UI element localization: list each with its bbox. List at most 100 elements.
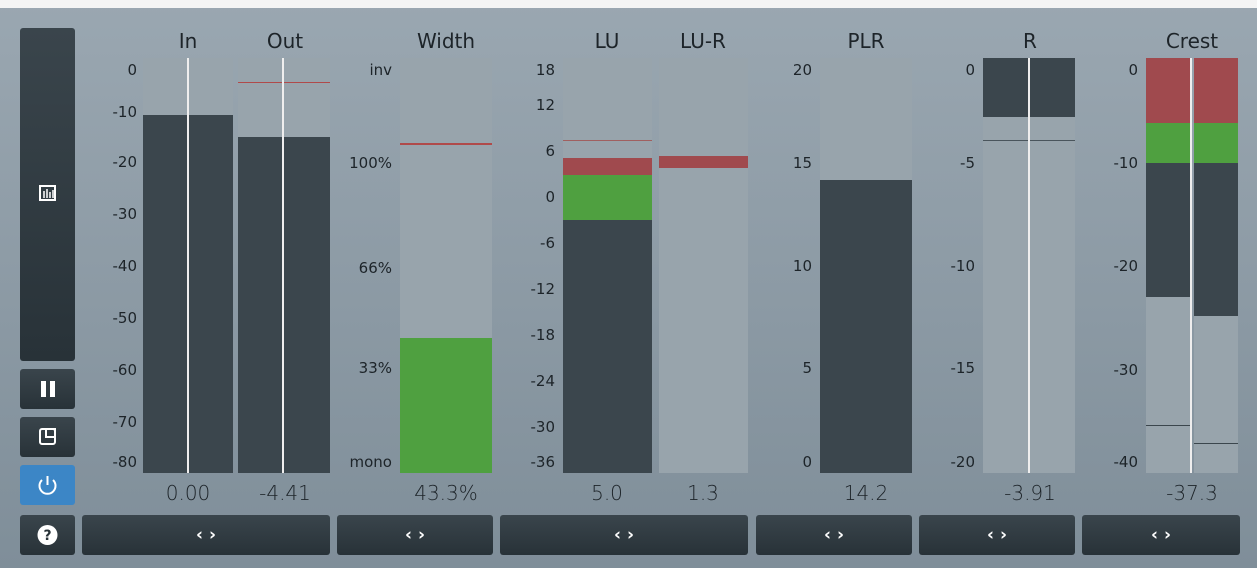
readout: -37.3: [1166, 481, 1218, 505]
icon: [39, 185, 56, 201]
icon: ?: [37, 525, 58, 545]
help-button[interactable]: ?: [20, 515, 75, 555]
scale-label: -60: [112, 361, 138, 379]
scale-label: -10: [1113, 154, 1139, 172]
nav-button[interactable]: ‹ ›: [82, 515, 330, 555]
scale-label: -24: [530, 372, 556, 390]
scale-label: 15: [792, 154, 812, 172]
meter-title: In: [178, 29, 198, 53]
meter-title: PLR: [847, 29, 885, 53]
scale-label: 10: [792, 257, 812, 275]
meter-segment: [1146, 163, 1190, 297]
meter-segment: [563, 220, 652, 473]
scale-label: 20: [792, 61, 812, 79]
meter-segment: [563, 175, 652, 220]
channel-divider: [1028, 58, 1030, 473]
scale-label: -20: [112, 153, 138, 171]
scale-label: -30: [1113, 361, 1139, 379]
scale-label: -80: [112, 453, 138, 471]
svg-text:?: ?: [43, 528, 51, 544]
readout: 5.0: [591, 481, 623, 505]
readout: 1.3: [687, 481, 719, 505]
scale-label: -10: [112, 103, 138, 121]
meter-segment: [1194, 58, 1238, 123]
nav-button[interactable]: ‹ ›: [756, 515, 912, 555]
scale-label: 33%: [358, 359, 392, 377]
scale-label: 5: [802, 359, 812, 377]
readout: -4.41: [259, 481, 311, 505]
scale-label: -20: [950, 453, 976, 471]
meter-segment: [820, 180, 912, 473]
scale-label: 0: [1128, 61, 1138, 79]
view-button[interactable]: [20, 28, 75, 361]
channel-divider: [282, 58, 284, 473]
scale-label: -40: [1113, 453, 1139, 471]
scale-label: -30: [530, 418, 556, 436]
nav-button[interactable]: ‹ ›: [500, 515, 748, 555]
meter-segment: [659, 156, 748, 168]
meter-segment: [400, 338, 492, 473]
peak-line: [400, 143, 492, 145]
meter-segment: [284, 137, 330, 473]
peak-line: [1146, 425, 1190, 426]
scale-label: 66%: [358, 259, 392, 277]
channel-divider: [187, 58, 189, 473]
scale-label: -40: [112, 257, 138, 275]
meter-segment: [1146, 123, 1190, 163]
readout: 0.00: [165, 481, 211, 505]
scale-label: -50: [112, 309, 138, 327]
peak-line: [238, 82, 330, 83]
top-strip: [0, 0, 1257, 8]
peak-line: [563, 140, 652, 141]
meter-background: [983, 58, 1028, 473]
nav-button[interactable]: ‹ ›: [337, 515, 493, 555]
scale-label: 0: [545, 188, 555, 206]
scale-label: -6: [540, 234, 555, 252]
icon: [41, 381, 55, 397]
icon: [39, 428, 56, 445]
meter-title: LU: [594, 29, 620, 53]
scale-label: -18: [530, 326, 556, 344]
scale-label: 6: [545, 142, 555, 160]
scale-label: -5: [960, 154, 975, 172]
scale-label: -30: [112, 205, 138, 223]
channel-divider: [1190, 58, 1192, 473]
scale-label: 18: [535, 61, 555, 79]
peak-line: [1194, 443, 1238, 444]
readout: 14.2: [843, 481, 889, 505]
meter-title: Out: [266, 29, 304, 53]
meter-segment: [1030, 58, 1075, 117]
scale-label: 100%: [349, 154, 392, 172]
nav-button[interactable]: ‹ ›: [1082, 515, 1240, 555]
meter-segment: [983, 58, 1028, 117]
readout: -3.91: [1004, 481, 1056, 505]
scale-label: inv: [369, 61, 392, 79]
pause-button[interactable]: [20, 369, 75, 409]
scale-label: 12: [535, 96, 555, 114]
meter-segment: [143, 115, 187, 473]
meter-segment: [563, 158, 652, 175]
readout: 43.3%: [414, 481, 478, 505]
scale-label: mono: [349, 453, 392, 471]
meter-background: [659, 58, 748, 473]
scale-label: -15: [950, 359, 976, 377]
meter-segment: [1146, 58, 1190, 123]
scale-label: 0: [802, 453, 812, 471]
meter-background: [1030, 58, 1075, 473]
scale-label: -70: [112, 413, 138, 431]
scale-label: -20: [1113, 257, 1139, 275]
scale-label: -10: [950, 257, 976, 275]
meter-segment: [1194, 123, 1238, 163]
scale-label: -12: [530, 280, 556, 298]
meter-segment: [238, 137, 282, 473]
meter-title: R: [1023, 29, 1037, 53]
meter-title: LU-R: [680, 29, 726, 53]
meter-title: Width: [416, 29, 476, 53]
resize-button[interactable]: [20, 417, 75, 457]
meter-segment: [1194, 163, 1238, 316]
meter-title: Crest: [1165, 29, 1219, 53]
power-button[interactable]: [20, 465, 75, 505]
nav-button[interactable]: ‹ ›: [919, 515, 1075, 555]
meter-segment: [189, 115, 233, 473]
